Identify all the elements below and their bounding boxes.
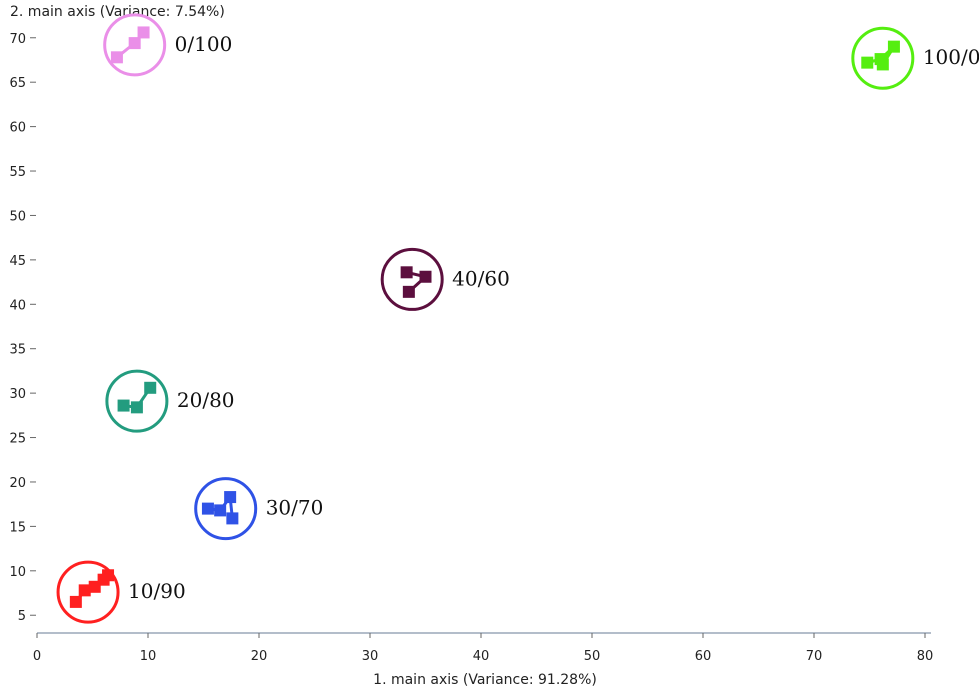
data-point bbox=[69, 595, 82, 608]
x-axis-title: 1. main axis (Variance: 91.28%) bbox=[373, 672, 597, 688]
group-link-line bbox=[207, 493, 234, 519]
x-tick-label: 0 bbox=[33, 649, 41, 664]
x-tick-label: 70 bbox=[806, 649, 823, 664]
data-point bbox=[78, 584, 91, 597]
y-tick-label: 20 bbox=[9, 476, 26, 491]
group-label: 40/60 bbox=[452, 266, 510, 290]
data-point bbox=[144, 381, 157, 394]
data-point bbox=[861, 56, 874, 69]
y-axis-title: 2. main axis (Variance: 7.54%) bbox=[10, 4, 225, 20]
data-point bbox=[117, 399, 130, 412]
data-point bbox=[402, 285, 415, 298]
group-label: 10/90 bbox=[128, 579, 186, 603]
data-groups: 0/100 10/90 20/80 30/70 40/60 100/0 bbox=[56, 13, 979, 624]
y-tick-label: 25 bbox=[9, 432, 26, 447]
group-label: 0/100 bbox=[175, 32, 233, 56]
group-circle bbox=[194, 477, 258, 541]
group-link-line bbox=[866, 45, 896, 66]
group-20-80: 20/80 bbox=[105, 369, 235, 433]
data-point bbox=[128, 37, 141, 50]
group-circle bbox=[105, 369, 169, 433]
group-0-100: 0/100 bbox=[103, 13, 233, 77]
y-tick-label: 45 bbox=[9, 254, 26, 269]
y-tick-label: 55 bbox=[9, 165, 26, 180]
data-point bbox=[137, 26, 150, 39]
y-tick-label: 10 bbox=[9, 565, 26, 580]
x-tick-label: 10 bbox=[140, 649, 157, 664]
data-point bbox=[224, 491, 237, 504]
y-tick-label: 60 bbox=[9, 121, 26, 136]
data-point bbox=[887, 40, 900, 53]
group-10-90: 10/90 bbox=[56, 560, 186, 624]
group-label: 20/80 bbox=[177, 388, 235, 412]
group-circle bbox=[103, 13, 167, 77]
x-tick-label: 60 bbox=[695, 649, 712, 664]
y-tick-label: 15 bbox=[9, 520, 26, 535]
data-point bbox=[226, 512, 239, 525]
group-circle bbox=[380, 247, 444, 311]
y-tick-label: 5 bbox=[18, 609, 26, 624]
y-tick-label: 70 bbox=[9, 32, 26, 47]
data-point bbox=[110, 51, 123, 64]
data-point bbox=[201, 502, 214, 515]
data-point bbox=[214, 504, 227, 517]
y-tick-label: 50 bbox=[9, 209, 26, 224]
group-label: 30/70 bbox=[266, 496, 324, 520]
y-tick-label: 40 bbox=[9, 298, 26, 313]
group-40-60: 40/60 bbox=[380, 247, 510, 311]
x-tick-label: 20 bbox=[251, 649, 268, 664]
data-point bbox=[130, 401, 143, 414]
x-tick-label: 40 bbox=[473, 649, 490, 664]
x-axis-ticks: 0 10 20 30 40 50 60 70 80 bbox=[33, 633, 933, 664]
data-point bbox=[400, 266, 413, 279]
x-tick-label: 50 bbox=[584, 649, 601, 664]
y-tick-label: 65 bbox=[9, 76, 26, 91]
y-tick-label: 35 bbox=[9, 343, 26, 358]
y-axis-ticks: 5 10 15 20 25 30 35 40 45 50 55 60 65 70 bbox=[9, 32, 36, 624]
data-point bbox=[102, 569, 115, 582]
x-tick-label: 30 bbox=[362, 649, 379, 664]
group-100-0: 100/0 bbox=[851, 26, 979, 90]
data-point bbox=[876, 58, 889, 71]
data-point bbox=[419, 270, 432, 283]
group-label: 100/0 bbox=[923, 45, 979, 69]
group-30-70: 30/70 bbox=[194, 477, 324, 541]
group-circle bbox=[851, 26, 915, 90]
y-tick-label: 30 bbox=[9, 387, 26, 402]
group-circle bbox=[56, 560, 120, 624]
x-tick-label: 80 bbox=[917, 649, 934, 664]
